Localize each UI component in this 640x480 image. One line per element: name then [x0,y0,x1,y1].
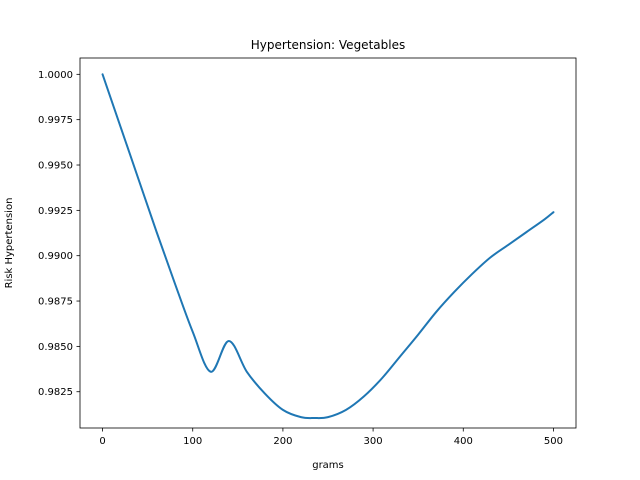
y-tick-label: 0.9950 [38,161,73,172]
y-tick-label: 0.9850 [38,342,73,353]
x-tick-label: 400 [454,436,473,447]
x-tick-label: 100 [183,436,202,447]
x-tick-label: 500 [544,436,563,447]
y-tick-label: 0.9975 [38,115,73,126]
y-axis: 0.9825 0.9850 0.9875 0.9900 0.9925 0.9950 0.99… [38,70,80,398]
x-tick-label: 300 [364,436,383,447]
y-tick-label: 0.9875 [38,297,73,308]
y-tick-label: 0.9900 [38,251,73,262]
chart-title: Hypertension: Vegetables [251,38,405,52]
y-tick-label: 0.9825 [38,387,73,398]
plot-area [101,73,555,420]
x-axis: 0 100 200 300 400 500 [99,428,563,447]
axes-frame [79,57,577,429]
y-axis-label: Risk Hypertension [4,198,15,289]
y-tick-label: 1.0000 [38,70,73,81]
x-tick-label: 0 [99,436,105,447]
x-axis-label: grams [312,460,344,471]
y-tick-label: 0.9925 [38,206,73,217]
series-line [101,73,555,420]
x-tick-label: 200 [273,436,292,447]
